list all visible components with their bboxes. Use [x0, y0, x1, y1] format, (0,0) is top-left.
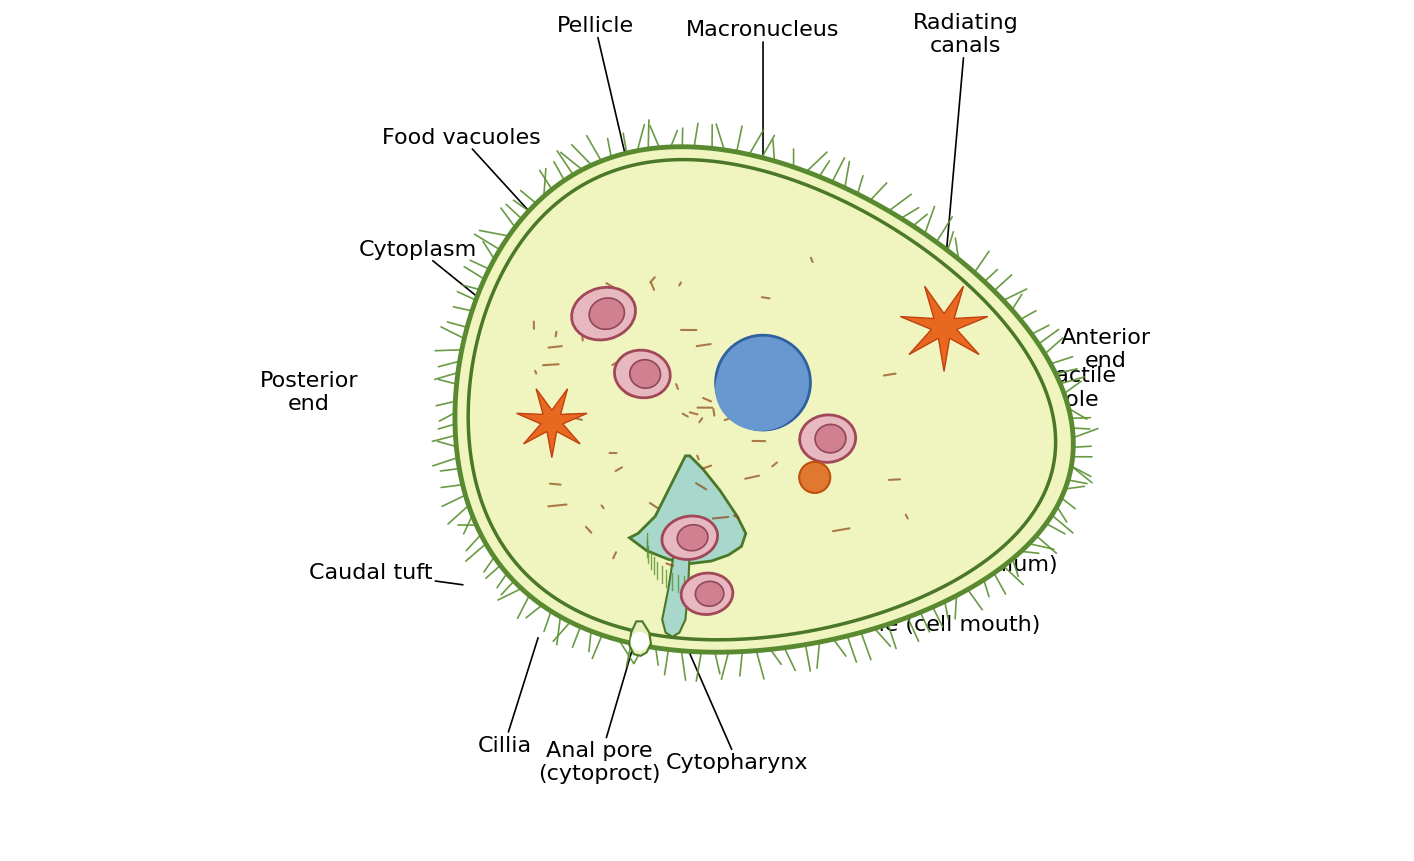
Polygon shape	[662, 551, 690, 637]
Text: Oral groove (vestibulum): Oral groove (vestibulum)	[779, 522, 1058, 574]
Ellipse shape	[682, 573, 732, 615]
Text: Caudal tuft: Caudal tuft	[310, 562, 462, 585]
Text: Contractile
vacuole: Contractile vacuole	[966, 366, 1117, 425]
Polygon shape	[629, 622, 650, 656]
Text: Food vacuoles: Food vacuoles	[382, 127, 592, 282]
Text: Radiating
canals: Radiating canals	[912, 13, 1018, 277]
Ellipse shape	[715, 347, 806, 431]
Polygon shape	[516, 389, 587, 458]
Text: Posterior
end: Posterior end	[259, 370, 358, 413]
Polygon shape	[629, 456, 745, 564]
Polygon shape	[455, 147, 1073, 653]
Text: Micronucleus: Micronucleus	[833, 479, 978, 518]
Ellipse shape	[615, 350, 670, 399]
Ellipse shape	[677, 525, 708, 551]
Circle shape	[799, 462, 830, 493]
Ellipse shape	[800, 415, 855, 463]
Circle shape	[933, 317, 954, 338]
Text: Cytopharynx: Cytopharynx	[666, 627, 809, 772]
Polygon shape	[901, 287, 988, 372]
Ellipse shape	[590, 299, 625, 330]
Text: Pellicle: Pellicle	[556, 15, 633, 152]
Text: Cytostome (cell mouth): Cytostome (cell mouth)	[771, 569, 1041, 635]
Circle shape	[631, 633, 649, 650]
Ellipse shape	[571, 288, 635, 341]
Circle shape	[543, 413, 561, 430]
Text: Anterior
end: Anterior end	[1060, 327, 1151, 370]
Text: Macronucleus: Macronucleus	[686, 20, 840, 338]
Ellipse shape	[696, 582, 724, 606]
Text: Anal pore
(cytoproct): Anal pore (cytoproct)	[537, 633, 660, 784]
Ellipse shape	[715, 336, 810, 430]
Ellipse shape	[629, 360, 660, 389]
Ellipse shape	[814, 424, 846, 454]
Text: Cillia: Cillia	[478, 638, 539, 755]
Ellipse shape	[662, 517, 717, 560]
Text: Cytoplasm: Cytoplasm	[359, 239, 527, 338]
